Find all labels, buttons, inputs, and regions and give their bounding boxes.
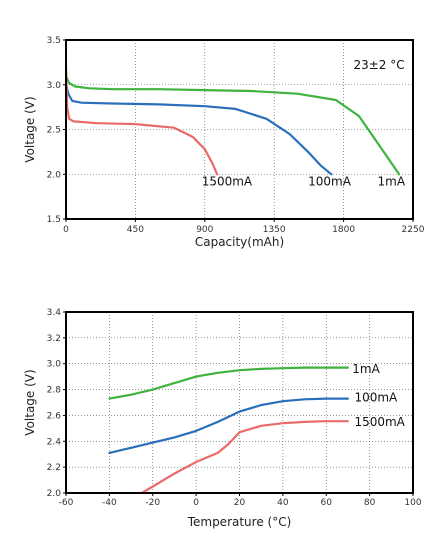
- y-tick-label: 3.4: [47, 308, 62, 318]
- x-tick-label: 0: [63, 225, 69, 235]
- y-tick-label: 2.0: [47, 170, 62, 180]
- x-tick-label: 1800: [332, 225, 355, 235]
- series-label-1ma: 1mA: [352, 362, 380, 376]
- series-line-100ma: [108, 397, 349, 454]
- y-tick-label: 3.0: [47, 81, 62, 91]
- x-tick-label: -60: [59, 498, 74, 508]
- temperature-annotation: 23±2 °C: [353, 58, 404, 72]
- series-label-100ma: 100mA: [308, 174, 352, 188]
- series-label-1500ma: 1500mA: [202, 174, 253, 188]
- series-label-1ma: 1mA: [378, 174, 406, 188]
- chart-2: -60 -40 -20 0 20 40 60 80 100 2.0 2.2 2.4 2.6 2.8 3.0 3…: [23, 308, 422, 529]
- y-tick-label: 3.0: [47, 360, 62, 370]
- chart-1: 0 450 900 1350 1800 2250 1.5 2.0 2.5 3.0 3.5 Capaci…: [23, 36, 425, 249]
- series-line-1500ma: [140, 420, 349, 495]
- x-tick-label: 0: [193, 498, 199, 508]
- x-tick-label: -40: [102, 498, 117, 508]
- x-tick-label: 900: [196, 225, 213, 235]
- series-line-1ma: [64, 74, 401, 176]
- y-tick-label: 1.5: [47, 215, 61, 225]
- series-label-1500ma: 1500mA: [354, 415, 405, 429]
- x-tick-label: 80: [364, 498, 376, 508]
- y-tick-label: 2.2: [47, 463, 61, 473]
- y-tick-label: 2.8: [47, 386, 62, 396]
- x-axis-label: Capacity(mAh): [195, 235, 284, 249]
- y-tick-label: 3.2: [47, 334, 61, 344]
- x-tick-label: 40: [277, 498, 289, 508]
- y-tick-label: 3.5: [47, 36, 61, 46]
- x-tick-label: 100: [404, 498, 421, 508]
- y-axis-label: Voltage (V): [23, 96, 37, 162]
- x-tick-label: 1350: [263, 225, 286, 235]
- series-line-100ma: [64, 83, 333, 176]
- series-label-100ma: 100mA: [354, 390, 398, 404]
- series-line-1500ma: [64, 65, 219, 176]
- x-tick-label: 450: [127, 225, 144, 235]
- y-tick-label: 2.4: [47, 437, 62, 447]
- x-tick-label: -20: [145, 498, 160, 508]
- y-tick-label: 2.0: [47, 489, 62, 499]
- y-axis-label: Voltage (V): [23, 369, 37, 435]
- series-line-1ma: [108, 366, 349, 400]
- y-tick-label: 2.6: [47, 411, 62, 421]
- x-tick-label: 60: [321, 498, 333, 508]
- y-tick-label: 2.5: [47, 126, 61, 136]
- x-tick-label: 20: [234, 498, 246, 508]
- x-tick-label: 2250: [402, 225, 425, 235]
- x-axis-label: Temperature (°C): [187, 515, 292, 529]
